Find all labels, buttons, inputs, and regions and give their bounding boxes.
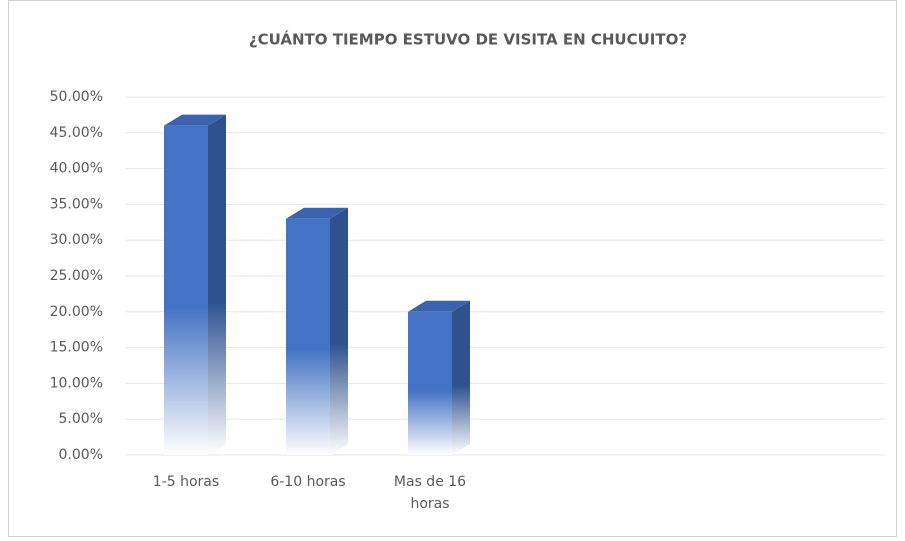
y-tick-label: 25.00% xyxy=(50,268,103,284)
bar-front xyxy=(286,218,330,455)
bar-side xyxy=(330,207,348,455)
bar xyxy=(164,114,226,455)
y-tick-label: 35.00% xyxy=(50,196,103,212)
x-tick-label-box: Mas de 16 horas xyxy=(393,474,467,512)
bar xyxy=(408,300,470,455)
bar-front xyxy=(408,311,452,455)
x-tick-label: Mas de 16 horas xyxy=(393,474,467,512)
bar-side xyxy=(452,300,470,455)
bar-top xyxy=(286,207,348,219)
bar-side xyxy=(208,114,226,455)
bar xyxy=(286,207,348,455)
x-tick-label: 6-10 horas xyxy=(270,474,346,490)
y-tick-label: 40.00% xyxy=(50,161,103,177)
x-tick-label-box: 6-10 horas xyxy=(270,474,346,490)
y-tick-label: 15.00% xyxy=(50,340,103,356)
bar-front xyxy=(164,125,208,455)
bar-top xyxy=(408,300,470,312)
y-tick-label: 0.00% xyxy=(59,447,103,463)
y-tick-label: 30.00% xyxy=(50,232,103,248)
y-tick-label: 50.00% xyxy=(50,89,103,105)
x-tick-label: 1-5 horas xyxy=(152,474,220,490)
bar-top xyxy=(164,114,226,126)
x-tick-label-box: 1-5 horas xyxy=(152,474,220,490)
y-tick-label: 10.00% xyxy=(50,375,103,391)
y-tick-label: 20.00% xyxy=(50,304,103,320)
chart-border xyxy=(8,0,897,537)
y-tick-label: 5.00% xyxy=(59,411,103,427)
y-tick-label: 45.00% xyxy=(50,125,103,141)
chart-title: ¿CUÁNTO TIEMPO ESTUVO DE VISITA EN CHUCU… xyxy=(249,30,687,49)
